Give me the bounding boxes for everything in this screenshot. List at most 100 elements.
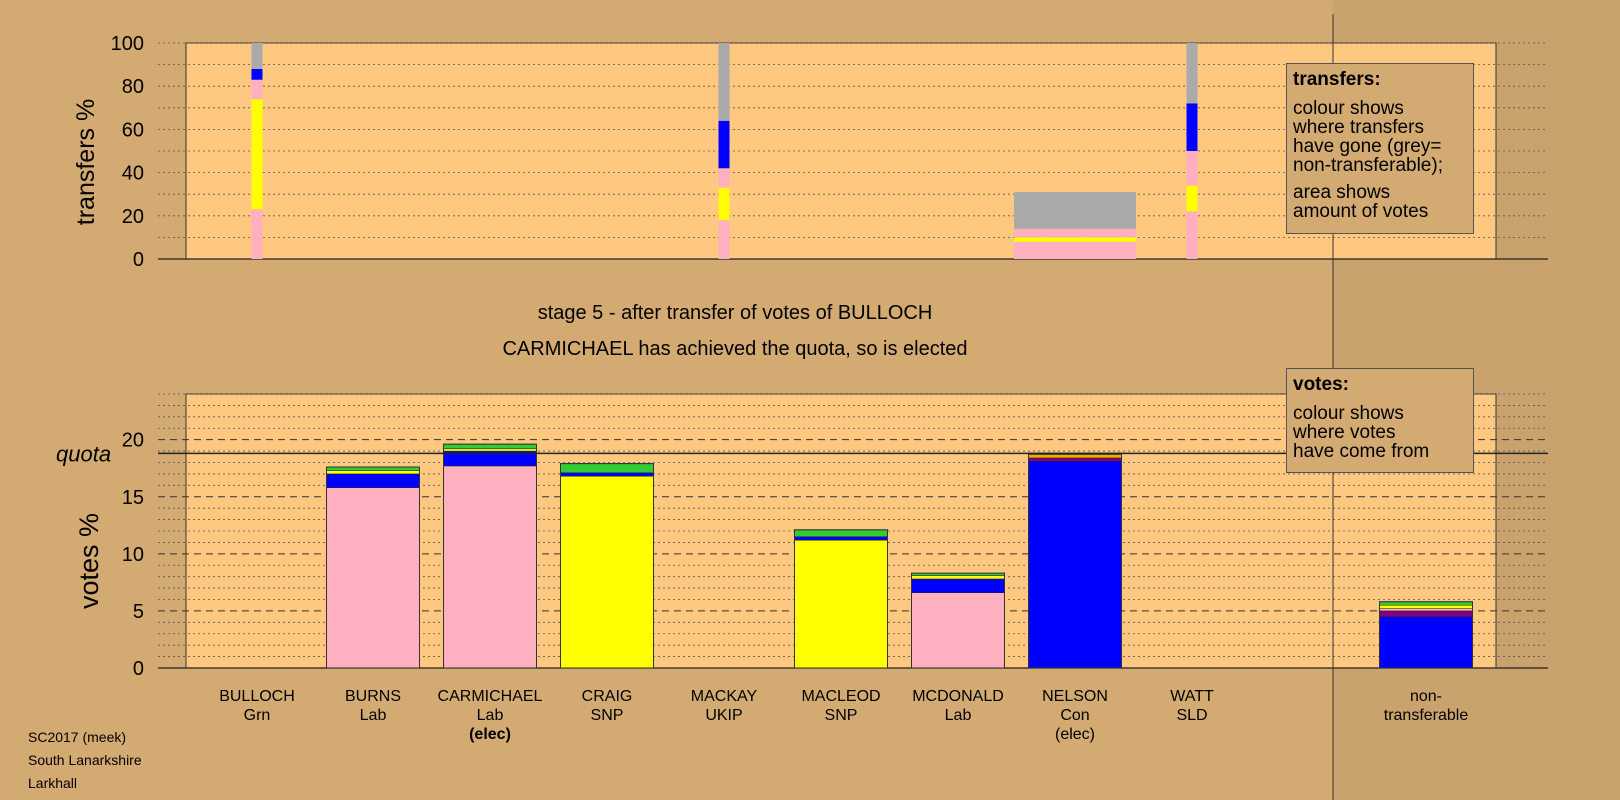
candidate-party: SLD bbox=[1176, 707, 1207, 724]
bar-segment-con bbox=[911, 578, 1005, 593]
bar-segment-lab bbox=[911, 592, 1005, 669]
bar-segment-lab bbox=[251, 79, 263, 100]
candidate-name: WATT bbox=[1170, 688, 1214, 705]
bar-segment-con bbox=[1186, 103, 1198, 151]
transfers-panel: 0 20 40 60 80 100 transfers % bbox=[72, 33, 1548, 271]
bar-border bbox=[326, 466, 420, 669]
y-tick-label: 40 bbox=[122, 163, 144, 185]
bar-segment-sld bbox=[1028, 454, 1122, 459]
candidate-name: MACLEOD bbox=[801, 688, 880, 705]
bar-segment-snp bbox=[1014, 237, 1136, 242]
y-tick-label: 100 bbox=[111, 33, 144, 55]
bar-segment-con bbox=[251, 68, 263, 80]
y-tick-label: 0 bbox=[133, 249, 144, 271]
bar-segment-grn bbox=[326, 466, 420, 471]
legend-line: non-transferable); bbox=[1293, 155, 1443, 176]
bar-segment-snp bbox=[718, 187, 730, 221]
bar-segment-con bbox=[1028, 461, 1122, 669]
elected-marker: (elec) bbox=[469, 726, 511, 743]
candidate-name: MACKAY bbox=[691, 688, 758, 705]
bar-segment-snp bbox=[911, 575, 1005, 580]
candidate-party: SNP bbox=[591, 707, 624, 724]
candidate-party: Lab bbox=[945, 707, 972, 724]
bar-segment-nontransferable bbox=[718, 43, 730, 121]
y-tick-label: 20 bbox=[122, 206, 144, 228]
transfers-legend-text-2: area shows amount of votes bbox=[1293, 183, 1467, 221]
bar-segment-grn bbox=[560, 463, 654, 474]
legend-line: have gone (grey= bbox=[1293, 136, 1442, 157]
votes-panel: 0 5 10 15 20 quota votes % BULLOCH Grn BURNS La… bbox=[56, 393, 1548, 743]
bar-segment-grn bbox=[1379, 601, 1473, 606]
legend-line: where votes bbox=[1293, 422, 1396, 443]
candidate-party: SNP bbox=[825, 707, 858, 724]
bar-segment-nontransferable bbox=[251, 43, 263, 69]
transfers-legend: transfers: colour shows where transfers … bbox=[1286, 63, 1474, 234]
bar-segment-snp bbox=[326, 470, 420, 475]
bar-border bbox=[1379, 601, 1473, 669]
candidate-name: BURNS bbox=[345, 688, 401, 705]
legend-line: colour shows bbox=[1293, 403, 1404, 424]
stage-title: stage 5 - after transfer of votes of BUL… bbox=[538, 302, 933, 324]
candidate-party: Lab bbox=[360, 707, 387, 724]
votes-legend-title: votes: bbox=[1293, 374, 1349, 395]
bar-segment-snp bbox=[1186, 185, 1198, 212]
candidate-name: non- bbox=[1410, 688, 1442, 705]
transfers-legend-text-1: colour shows where transfers have gone (… bbox=[1293, 99, 1467, 175]
transfers-y-axis-label: transfers % bbox=[72, 99, 100, 225]
bar-segment-snp bbox=[560, 475, 654, 669]
candidate-party: Lab bbox=[477, 707, 504, 724]
votes-y-axis-label: votes % bbox=[74, 513, 104, 609]
bar-segment-con bbox=[794, 536, 888, 541]
legend-line: colour shows bbox=[1293, 98, 1404, 119]
legend-line: where transfers bbox=[1293, 117, 1424, 138]
quota-label: quota bbox=[56, 441, 111, 466]
candidate-party: Grn bbox=[244, 707, 271, 724]
bar-segment-snp bbox=[794, 539, 888, 669]
y-tick-label: 0 bbox=[133, 658, 144, 680]
votes-legend: votes: colour shows where votes have com… bbox=[1286, 368, 1474, 473]
bar-segment-lab bbox=[326, 487, 420, 669]
bar-segment-lab bbox=[1379, 608, 1473, 612]
bar-segment-ukip bbox=[1379, 610, 1473, 617]
candidate-name: CRAIG bbox=[582, 688, 633, 705]
legend-line: amount of votes bbox=[1293, 201, 1429, 222]
y-tick-label: 60 bbox=[122, 119, 144, 141]
candidate-party: transferable bbox=[1384, 707, 1469, 724]
bar-segment-lab bbox=[1186, 211, 1198, 259]
bar-segment-con bbox=[560, 472, 654, 477]
candidate-name: MCDONALD bbox=[912, 688, 1004, 705]
bar-border bbox=[560, 463, 654, 669]
bar-segment-lab bbox=[718, 220, 730, 259]
transfers-bars bbox=[251, 43, 1198, 259]
bar-segment-con bbox=[718, 120, 730, 169]
candidate-name: CARMICHAEL bbox=[438, 688, 543, 705]
footer-ward: Larkhall bbox=[28, 775, 78, 791]
transfers-y-ticks: 0 20 40 60 80 100 bbox=[111, 33, 144, 271]
bar-segment-lab bbox=[718, 168, 730, 188]
votes-legend-text: colour shows where votes have come from bbox=[1293, 404, 1467, 461]
y-tick-label: 5 bbox=[133, 601, 144, 623]
bar-border bbox=[443, 443, 537, 669]
bar-segment-lab bbox=[443, 465, 537, 669]
y-tick-label: 10 bbox=[122, 544, 144, 566]
candidate-name: NELSON bbox=[1042, 688, 1108, 705]
votes-bars bbox=[326, 443, 1473, 669]
bar-segment-grn bbox=[794, 529, 888, 537]
bar-segment-snp bbox=[443, 448, 537, 452]
bar-segment-lab bbox=[1014, 228, 1136, 238]
bar-segment-lab bbox=[1186, 151, 1198, 186]
bar-segment-lab bbox=[1014, 241, 1136, 259]
legend-line: area shows bbox=[1293, 182, 1391, 203]
bar-segment-nontransferable bbox=[1014, 192, 1136, 229]
bar-segment-con bbox=[326, 473, 420, 488]
transfers-legend-title: transfers: bbox=[1293, 69, 1381, 90]
elected-marker: (elec) bbox=[1055, 726, 1095, 743]
footer-council: South Lanarkshire bbox=[28, 752, 142, 768]
bar-border bbox=[911, 572, 1005, 669]
y-tick-label: 15 bbox=[122, 487, 144, 509]
bar-segment-con bbox=[1379, 616, 1473, 669]
legend-line: have come from bbox=[1293, 441, 1430, 462]
candidate-labels: BULLOCH Grn BURNS Lab CARMICHAEL Lab (elec) CRA… bbox=[219, 688, 1468, 743]
votes-y-ticks: 0 5 10 15 20 bbox=[122, 430, 144, 680]
